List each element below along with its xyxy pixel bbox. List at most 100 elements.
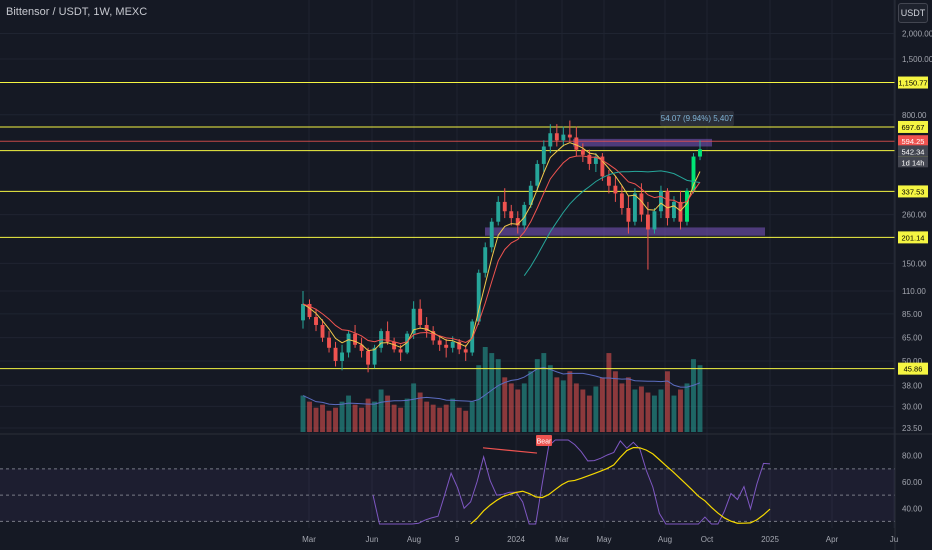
candle-body: [580, 149, 585, 155]
volume-bar: [495, 359, 501, 432]
measure-label: 54.07 (9.94%) 5,407: [660, 111, 734, 126]
price-axis[interactable]: 2,000.00 1,500.00 800.00 260.00 150.00 110.00…: [894, 0, 932, 550]
volume-bar: [541, 353, 547, 432]
ema-fast-line: [302, 142, 701, 352]
volume-bar: [482, 347, 488, 432]
candle-body: [672, 201, 676, 219]
price-tick-label: 2,000.00: [902, 29, 932, 38]
candle-body: [463, 349, 468, 353]
candle-body: [437, 340, 442, 345]
price-badges: 1,150.77697.67534.64337.53201.1445.86594…: [898, 76, 928, 375]
time-tick-label: Aug: [658, 535, 672, 544]
candle: [424, 317, 429, 338]
candle: [346, 331, 351, 358]
volume-bar: [645, 392, 651, 432]
candle: [411, 301, 416, 340]
candle: [463, 344, 468, 361]
candle-body: [658, 190, 663, 212]
candle-body: [548, 133, 553, 147]
candle-body: [626, 208, 631, 222]
candle: [600, 153, 605, 181]
time-tick-label: 2024: [507, 535, 525, 544]
level-badge: [898, 120, 928, 133]
candle: [353, 324, 358, 348]
volume-bar: [658, 389, 664, 432]
volume-bar: [359, 407, 365, 432]
volume-ma-line: [302, 367, 701, 406]
time-tick-label: Ju: [890, 535, 898, 544]
level-badge: [898, 231, 928, 244]
candle-body: [515, 218, 520, 226]
candle-body: [574, 137, 579, 150]
candle-body: [606, 176, 611, 186]
volume-bar: [697, 365, 703, 432]
candle-body: [567, 134, 572, 138]
candle: [307, 299, 312, 320]
level-badge-label: 337.53: [902, 187, 925, 196]
candle-body: [333, 347, 338, 361]
candle: [366, 347, 371, 373]
candle-body: [632, 193, 637, 222]
level-badge: [898, 76, 928, 89]
price-tick-label: 85.00: [902, 310, 923, 319]
candle-body: [528, 185, 533, 205]
volume-bar: [678, 389, 683, 432]
zone-box: [485, 227, 765, 236]
price-badge-label: 1d 14h: [902, 158, 925, 167]
candle-body: [450, 341, 455, 348]
candle-body: [509, 211, 514, 219]
time-tick-label: 2025: [761, 535, 779, 544]
volume-bar: [476, 365, 482, 432]
divergence-line: [482, 447, 538, 454]
measure-label-text: 54.07 (9.94%) 5,407: [661, 114, 734, 123]
support-resistance-zones: [485, 138, 765, 236]
candle-body: [678, 201, 683, 222]
volume-bar: [443, 404, 449, 432]
time-tick-label: May: [596, 535, 611, 544]
volume-bar: [398, 407, 404, 432]
candle-body: [424, 324, 429, 332]
candle-body: [489, 221, 494, 248]
horizontal-levels[interactable]: [0, 82, 895, 370]
candle: [340, 344, 345, 371]
candle: [626, 196, 631, 234]
price-tick-label: 110.00: [902, 287, 926, 296]
candle-body: [340, 352, 345, 361]
currency-button[interactable]: USDT: [898, 3, 928, 23]
volume-bar: [489, 353, 495, 432]
level-badge-label: 697.67: [902, 123, 925, 132]
candle: [645, 201, 650, 270]
candle-body: [698, 149, 702, 157]
time-axis[interactable]: Mar Jun Aug 9 2024 Mar May Aug Oct 2025 Apr Ju: [302, 535, 898, 544]
candle-body: [346, 333, 351, 353]
candle: [320, 319, 325, 342]
level-badge-label: 1,150.77: [898, 79, 927, 88]
candle: [613, 176, 618, 202]
grid-lines: [0, 0, 895, 528]
price-tick-label: 38.00: [902, 381, 923, 390]
time-tick-label: Mar: [302, 535, 316, 544]
volume-bar: [437, 407, 443, 432]
candle: [580, 143, 585, 163]
candle: [652, 208, 657, 234]
volume-bar: [665, 371, 670, 432]
candle-body: [457, 341, 462, 350]
candle-body: [372, 347, 377, 365]
candle-body: [652, 211, 657, 230]
volume-bar: [424, 401, 430, 432]
price-tick-label: 50.00: [902, 357, 923, 366]
volume-bar: [346, 395, 352, 432]
volume-bar: [691, 359, 696, 432]
candle: [561, 126, 566, 147]
candle-body: [418, 308, 423, 325]
candle: [685, 188, 689, 226]
candle: [314, 308, 318, 332]
candle: [593, 153, 598, 173]
candle: [444, 339, 449, 358]
time-tick-label: Mar: [555, 535, 569, 544]
candle-body: [593, 156, 598, 164]
candlesticks[interactable]: [301, 120, 702, 373]
candle: [535, 160, 540, 191]
level-badge: [898, 362, 928, 375]
